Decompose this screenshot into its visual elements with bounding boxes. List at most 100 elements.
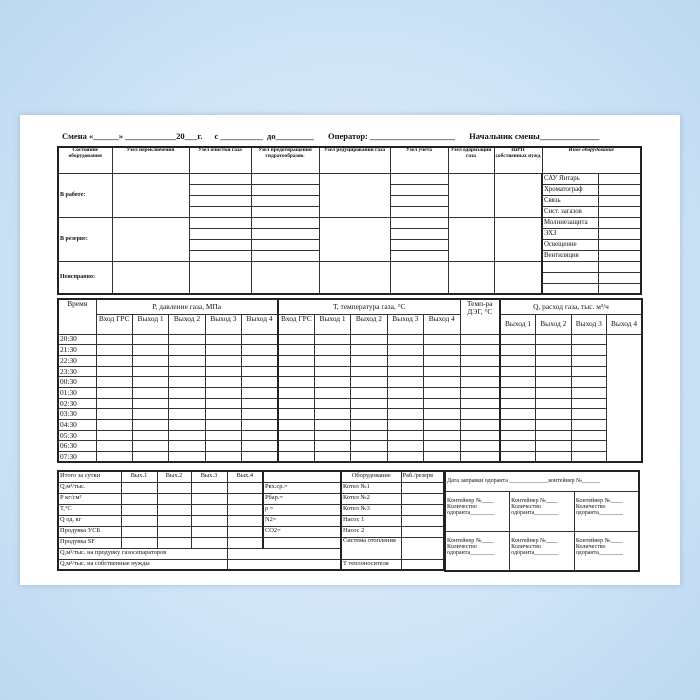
input-cell[interactable] xyxy=(204,354,243,367)
gas-parameter[interactable]: N2= xyxy=(262,514,342,527)
input-cell[interactable] xyxy=(386,408,425,420)
input-cell[interactable] xyxy=(168,386,206,399)
input-cell[interactable] xyxy=(95,333,133,346)
input-cell[interactable] xyxy=(276,386,315,399)
input-cell[interactable] xyxy=(499,451,536,463)
input-cell[interactable] xyxy=(535,429,572,442)
input-cell[interactable] xyxy=(156,492,192,505)
input-cell[interactable] xyxy=(499,419,536,431)
input-cell[interactable] xyxy=(120,481,158,494)
input-cell[interactable] xyxy=(204,333,243,346)
input-cell[interactable] xyxy=(459,451,501,463)
input-cell[interactable] xyxy=(499,386,536,399)
input-cell[interactable] xyxy=(459,440,501,453)
container-cell[interactable]: Контейнер №____ Количество одоранта_______… xyxy=(444,490,511,532)
input-cell[interactable] xyxy=(350,419,388,431)
input-cell[interactable] xyxy=(241,429,279,442)
input-cell[interactable] xyxy=(535,365,572,378)
input-cell[interactable] xyxy=(204,451,243,463)
input-cell[interactable] xyxy=(313,440,352,453)
input-cell[interactable] xyxy=(499,365,536,378)
input-cell[interactable] xyxy=(386,386,425,399)
input-cell[interactable] xyxy=(120,536,158,549)
input-cell[interactable] xyxy=(389,238,449,251)
input-cell[interactable] xyxy=(493,260,543,295)
input-cell[interactable] xyxy=(241,344,279,356)
input-cell[interactable] xyxy=(423,419,461,431)
input-cell[interactable] xyxy=(250,216,320,229)
input-cell[interactable] xyxy=(389,205,449,218)
input-cell[interactable] xyxy=(120,514,158,527)
input-cell[interactable] xyxy=(386,333,425,346)
input-cell[interactable] xyxy=(276,429,315,442)
input-cell[interactable] xyxy=(95,408,133,420)
input-cell[interactable] xyxy=(95,344,133,356)
input-cell[interactable] xyxy=(190,503,228,516)
input-cell[interactable] xyxy=(423,429,461,442)
input-cell[interactable] xyxy=(204,386,243,399)
input-cell[interactable] xyxy=(168,376,206,388)
status-cell[interactable] xyxy=(400,503,445,516)
input-cell[interactable] xyxy=(95,354,133,367)
input-cell[interactable] xyxy=(597,183,642,196)
input-cell[interactable] xyxy=(241,451,279,463)
input-cell[interactable] xyxy=(168,354,206,367)
input-cell[interactable] xyxy=(131,397,170,410)
input-cell[interactable] xyxy=(389,227,449,240)
input-cell[interactable] xyxy=(597,282,642,295)
input-cell[interactable] xyxy=(276,451,315,463)
input-cell[interactable] xyxy=(190,525,228,538)
input-cell[interactable] xyxy=(423,440,461,453)
input-cell[interactable] xyxy=(204,344,243,356)
input-cell[interactable] xyxy=(350,333,388,346)
input-cell[interactable] xyxy=(190,514,228,527)
input-cell[interactable] xyxy=(535,386,572,399)
input-cell[interactable] xyxy=(389,183,449,196)
input-cell[interactable] xyxy=(204,419,243,431)
input-cell[interactable] xyxy=(313,451,352,463)
input-cell[interactable] xyxy=(95,440,133,453)
input-cell[interactable] xyxy=(168,451,206,463)
input-cell[interactable] xyxy=(535,354,572,367)
input-cell[interactable] xyxy=(499,333,536,346)
input-cell[interactable] xyxy=(389,249,449,262)
input-cell[interactable] xyxy=(241,365,279,378)
input-cell[interactable] xyxy=(156,514,192,527)
input-cell[interactable] xyxy=(499,397,536,410)
input-cell[interactable] xyxy=(276,376,315,388)
input-cell[interactable] xyxy=(459,333,501,346)
input-cell[interactable] xyxy=(95,386,133,399)
chief-field[interactable]: Начальник смены______________ xyxy=(469,131,600,141)
input-cell[interactable] xyxy=(597,238,642,251)
input-cell[interactable] xyxy=(276,365,315,378)
status-cell[interactable] xyxy=(400,492,445,505)
input-cell[interactable] xyxy=(499,354,536,367)
input-cell[interactable] xyxy=(190,492,228,505)
input-cell[interactable] xyxy=(535,440,572,453)
input-cell[interactable] xyxy=(250,249,320,262)
input-cell[interactable] xyxy=(168,365,206,378)
input-cell[interactable] xyxy=(318,260,391,295)
input-cell[interactable] xyxy=(570,344,607,356)
input-cell[interactable] xyxy=(386,397,425,410)
input-cell[interactable] xyxy=(313,376,352,388)
input-cell[interactable] xyxy=(423,376,461,388)
input-cell[interactable] xyxy=(570,429,607,442)
input-cell[interactable] xyxy=(190,481,228,494)
status-cell[interactable] xyxy=(400,525,445,538)
input-cell[interactable] xyxy=(168,408,206,420)
input-cell[interactable] xyxy=(597,249,642,262)
container-cell[interactable]: Контейнер №____ Количество одоранта_______… xyxy=(509,530,575,572)
input-cell[interactable] xyxy=(597,271,642,284)
input-cell[interactable] xyxy=(204,365,243,378)
input-cell[interactable] xyxy=(499,440,536,453)
input-cell[interactable] xyxy=(168,344,206,356)
gas-parameter[interactable]: CO2= xyxy=(262,525,342,538)
input-cell[interactable] xyxy=(313,419,352,431)
input-cell[interactable] xyxy=(120,492,158,505)
input-cell[interactable] xyxy=(570,397,607,410)
input-cell[interactable] xyxy=(535,333,572,346)
input-cell[interactable] xyxy=(188,260,252,295)
input-cell[interactable] xyxy=(350,429,388,442)
input-cell[interactable] xyxy=(204,397,243,410)
